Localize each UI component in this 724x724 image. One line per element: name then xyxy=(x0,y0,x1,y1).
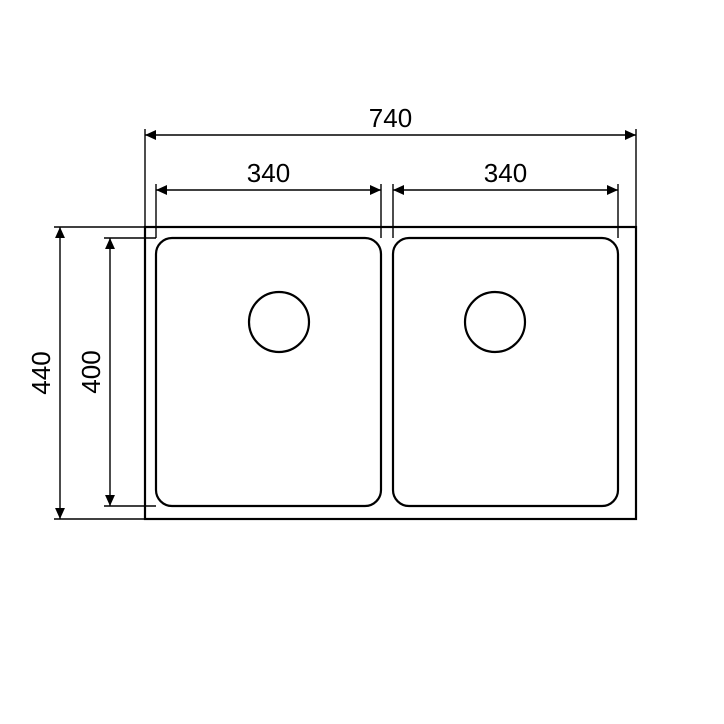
dim-height-bowl-label: 400 xyxy=(76,350,106,393)
bowl-1 xyxy=(156,238,381,506)
dim-height-overall-label: 440 xyxy=(26,351,56,394)
dim-width-right-bowl-label: 340 xyxy=(484,158,527,188)
bowl-2 xyxy=(393,238,618,506)
drain-1 xyxy=(249,292,309,352)
dim-width-left-bowl-label: 340 xyxy=(247,158,290,188)
dim-width-overall-label: 740 xyxy=(369,103,412,133)
dimension-diagram: 740 340 340 440 400 xyxy=(0,0,724,724)
drain-2 xyxy=(465,292,525,352)
outer-frame xyxy=(145,227,636,519)
